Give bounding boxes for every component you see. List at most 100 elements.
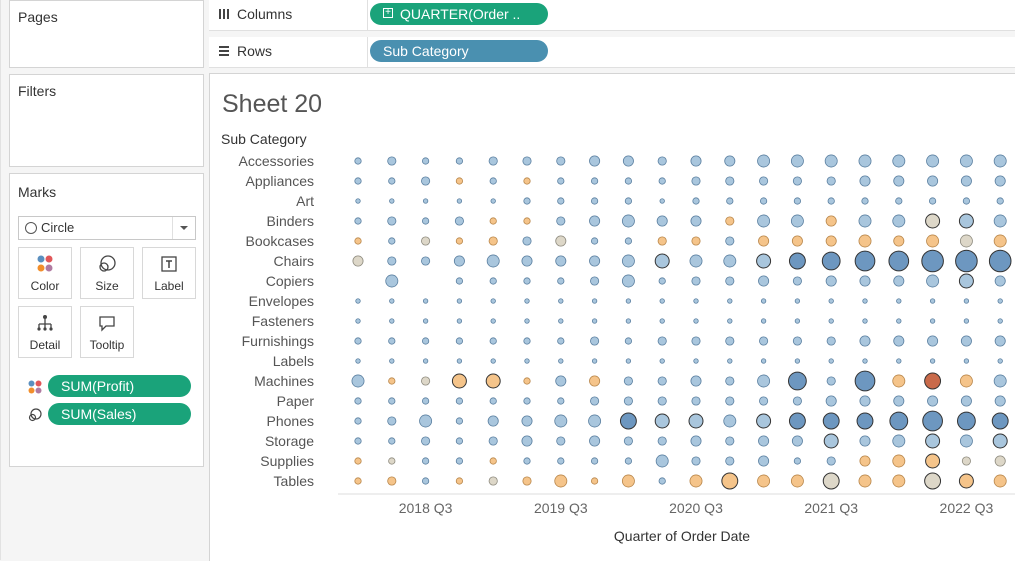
profit-color-pill[interactable]: SUM(Profit)	[48, 375, 191, 397]
data-point[interactable]	[354, 417, 362, 425]
data-point[interactable]	[959, 154, 973, 168]
data-point[interactable]	[589, 215, 601, 227]
data-point[interactable]	[788, 371, 807, 391]
data-point[interactable]	[758, 455, 770, 467]
data-point[interactable]	[924, 372, 942, 390]
data-point[interactable]	[554, 414, 568, 428]
data-point[interactable]	[826, 376, 836, 386]
data-point[interactable]	[861, 197, 869, 205]
data-point[interactable]	[354, 177, 362, 185]
data-point[interactable]	[421, 236, 431, 246]
data-point[interactable]	[389, 318, 395, 324]
data-point[interactable]	[490, 198, 496, 204]
data-point[interactable]	[658, 177, 666, 185]
data-point[interactable]	[963, 318, 970, 324]
data-point[interactable]	[854, 370, 876, 392]
data-point[interactable]	[623, 396, 633, 406]
data-point[interactable]	[960, 175, 972, 187]
data-point[interactable]	[693, 298, 699, 304]
data-point[interactable]	[589, 155, 601, 167]
data-point[interactable]	[888, 250, 910, 272]
data-point[interactable]	[821, 251, 841, 271]
data-point[interactable]	[929, 298, 936, 304]
data-point[interactable]	[925, 453, 941, 469]
data-point[interactable]	[792, 176, 802, 186]
data-point[interactable]	[558, 358, 564, 364]
data-point[interactable]	[523, 177, 531, 185]
data-point[interactable]	[757, 214, 771, 228]
columns-shelf[interactable]: Columns + QUARTER(Order ..	[209, 0, 1015, 31]
chevron-down-icon[interactable]	[172, 217, 195, 239]
data-point[interactable]	[589, 375, 601, 387]
data-point[interactable]	[523, 277, 531, 285]
data-point[interactable]	[690, 215, 702, 227]
data-point[interactable]	[892, 214, 906, 228]
data-point[interactable]	[521, 255, 533, 267]
data-point[interactable]	[859, 335, 871, 347]
data-point[interactable]	[994, 395, 1006, 407]
data-point[interactable]	[523, 217, 531, 225]
data-point[interactable]	[387, 156, 397, 166]
data-point[interactable]	[354, 437, 362, 445]
data-point[interactable]	[451, 373, 467, 389]
data-point[interactable]	[621, 274, 635, 288]
data-point[interactable]	[896, 358, 902, 364]
data-point[interactable]	[896, 298, 902, 304]
data-point[interactable]	[858, 474, 872, 488]
data-point[interactable]	[859, 455, 871, 467]
data-point[interactable]	[957, 411, 976, 431]
data-point[interactable]	[760, 318, 767, 324]
data-point[interactable]	[590, 276, 600, 286]
data-point[interactable]	[556, 156, 566, 166]
data-point[interactable]	[927, 175, 939, 187]
data-point[interactable]	[354, 397, 362, 405]
data-point[interactable]	[893, 395, 905, 407]
data-point[interactable]	[997, 358, 1003, 364]
data-point[interactable]	[388, 437, 396, 445]
data-point[interactable]	[688, 413, 704, 429]
data-point[interactable]	[422, 157, 430, 165]
data-point[interactable]	[690, 155, 702, 167]
data-point[interactable]	[725, 176, 735, 186]
data-point[interactable]	[419, 414, 433, 428]
data-point[interactable]	[558, 318, 564, 324]
data-point[interactable]	[725, 236, 735, 246]
data-point[interactable]	[921, 249, 944, 273]
data-point[interactable]	[792, 336, 802, 346]
data-point[interactable]	[388, 397, 396, 405]
data-point[interactable]	[625, 298, 632, 304]
data-point[interactable]	[997, 298, 1003, 304]
data-point[interactable]	[825, 395, 837, 407]
data-point[interactable]	[591, 318, 598, 324]
data-point[interactable]	[822, 472, 840, 490]
filters-card[interactable]: Filters	[9, 74, 204, 167]
data-point[interactable]	[421, 176, 431, 186]
data-point[interactable]	[455, 477, 463, 485]
data-point[interactable]	[488, 156, 498, 166]
data-point[interactable]	[453, 255, 465, 267]
data-point[interactable]	[523, 377, 531, 385]
data-point[interactable]	[557, 177, 565, 185]
data-point[interactable]	[489, 457, 497, 465]
data-point[interactable]	[859, 175, 871, 187]
data-point[interactable]	[926, 274, 940, 288]
data-point[interactable]	[924, 472, 942, 490]
data-point[interactable]	[790, 474, 804, 488]
data-point[interactable]	[624, 197, 632, 205]
data-point[interactable]	[993, 474, 1007, 488]
data-point[interactable]	[760, 298, 767, 304]
data-point[interactable]	[727, 358, 733, 364]
data-point[interactable]	[354, 237, 362, 245]
data-point[interactable]	[693, 318, 699, 324]
data-point[interactable]	[690, 375, 702, 387]
data-point[interactable]	[659, 298, 665, 304]
data-point[interactable]	[929, 318, 936, 324]
data-point[interactable]	[521, 415, 533, 427]
data-point[interactable]	[758, 275, 770, 287]
data-point[interactable]	[859, 395, 871, 407]
data-point[interactable]	[624, 457, 632, 465]
data-point[interactable]	[723, 254, 737, 268]
expand-icon[interactable]: +	[383, 8, 393, 18]
data-point[interactable]	[354, 477, 362, 485]
data-point[interactable]	[826, 336, 836, 346]
